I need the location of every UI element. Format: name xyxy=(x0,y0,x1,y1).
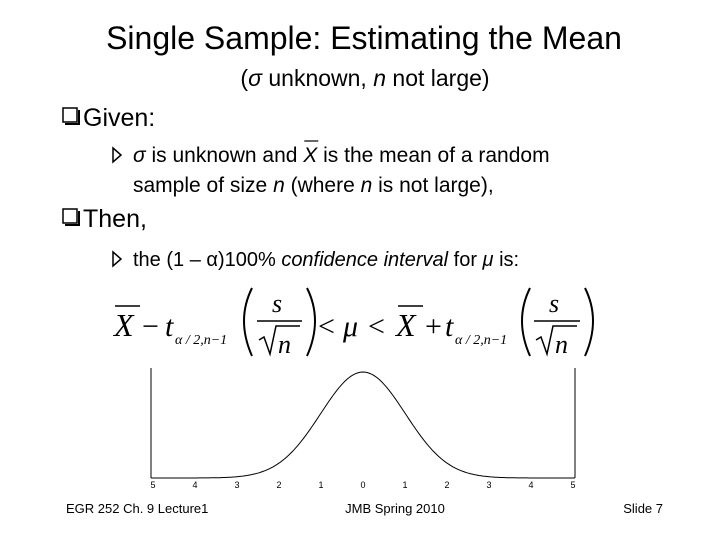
item-part: n xyxy=(361,174,373,197)
item-part: X xyxy=(302,144,318,167)
item-line: σ is unknown and X is the mean of a rand… xyxy=(133,144,550,167)
formula-symbol: t xyxy=(445,310,454,343)
graph-tick-label: 3 xyxy=(486,480,491,490)
section-heading: Given: xyxy=(83,104,155,132)
graph-tick-label: 2 xyxy=(276,480,281,490)
bullet-square xyxy=(62,107,78,123)
formula-symbol: n xyxy=(555,330,568,359)
formula-symbol: s xyxy=(272,289,282,318)
bell-curve-graphic: 5 4 3 2 1 0 1 2 3 4 5 xyxy=(150,368,576,490)
graph-tick-label: 5 xyxy=(570,480,575,490)
subtitle-part: ( xyxy=(240,65,248,91)
item-line: the (1 – α)100% confidence interval for … xyxy=(133,249,519,271)
subtitle-part: n xyxy=(373,65,386,91)
bullet-shadow xyxy=(65,110,80,125)
title: Single Sample: Estimating the Mean xyxy=(106,20,622,56)
graph-tick-label: 2 xyxy=(444,480,449,490)
subtitle-part: unknown, xyxy=(262,65,373,91)
graph-tick-label: 0 xyxy=(360,480,365,490)
item-line: sample of size n (where n is not large), xyxy=(133,174,494,197)
bullet-shadow xyxy=(65,211,80,226)
item-part: n xyxy=(273,174,285,197)
item-part: is unknown and xyxy=(146,144,304,167)
graph-tick-label: 4 xyxy=(192,480,197,490)
formula-symbol: + xyxy=(425,310,442,343)
item-part: is: xyxy=(494,249,520,271)
paren xyxy=(584,287,594,357)
item-part: is the mean of a random xyxy=(317,144,549,167)
item-part: is not large), xyxy=(372,174,493,197)
section-heading: Then, xyxy=(83,205,147,233)
footer-left: EGR 252 Ch. 9 Lecture1 xyxy=(66,501,208,516)
graph-tick-label: 4 xyxy=(528,480,533,490)
item-part: the (1 – α)100% xyxy=(133,249,281,271)
footer-center: JMB Spring 2010 xyxy=(345,501,445,516)
item-part: confidence interval xyxy=(281,249,448,271)
subtitle: (σ unknown, n not large) xyxy=(240,65,489,91)
formula-symbol: t xyxy=(165,310,174,343)
formula-symbol: n xyxy=(278,330,291,359)
item-part: for xyxy=(448,249,482,271)
formula-symbol: X xyxy=(112,307,135,343)
paren xyxy=(521,287,531,357)
graph-tick-label: 1 xyxy=(402,480,407,490)
formula-symbol: s xyxy=(549,289,559,318)
formula-subscript: α / 2,n−1 xyxy=(455,333,507,348)
formula-symbol: μ xyxy=(342,310,358,343)
subtitle-part: not large) xyxy=(386,65,490,91)
formula-symbol: < xyxy=(368,310,385,343)
graph-tick-label: 5 xyxy=(150,480,155,490)
graph-tick-label: 3 xyxy=(234,480,239,490)
bullet-arrow xyxy=(112,146,123,164)
graph-tick-label: 1 xyxy=(318,480,323,490)
formula-symbol: X xyxy=(394,307,417,343)
sqrt xyxy=(535,325,577,357)
subtitle-part: σ xyxy=(248,65,263,91)
formula-symbol: − xyxy=(142,310,159,343)
bullet-arrow xyxy=(112,250,123,268)
item-part: μ xyxy=(482,249,494,271)
paren xyxy=(306,287,316,357)
item-part: σ xyxy=(133,144,147,167)
footer-right: Slide 7 xyxy=(623,501,663,516)
bullet-square xyxy=(62,208,78,224)
formula: X − t α / 2,n−1 s n < μ < X + t α / 2,n−… xyxy=(112,287,594,359)
formula-subscript: α / 2,n−1 xyxy=(175,333,227,348)
item-part: sample of size xyxy=(133,174,273,197)
sqrt xyxy=(258,325,300,357)
density-curve xyxy=(151,371,575,479)
paren xyxy=(243,287,253,357)
item-part: (where xyxy=(285,174,361,197)
formula-symbol: < xyxy=(318,310,335,343)
